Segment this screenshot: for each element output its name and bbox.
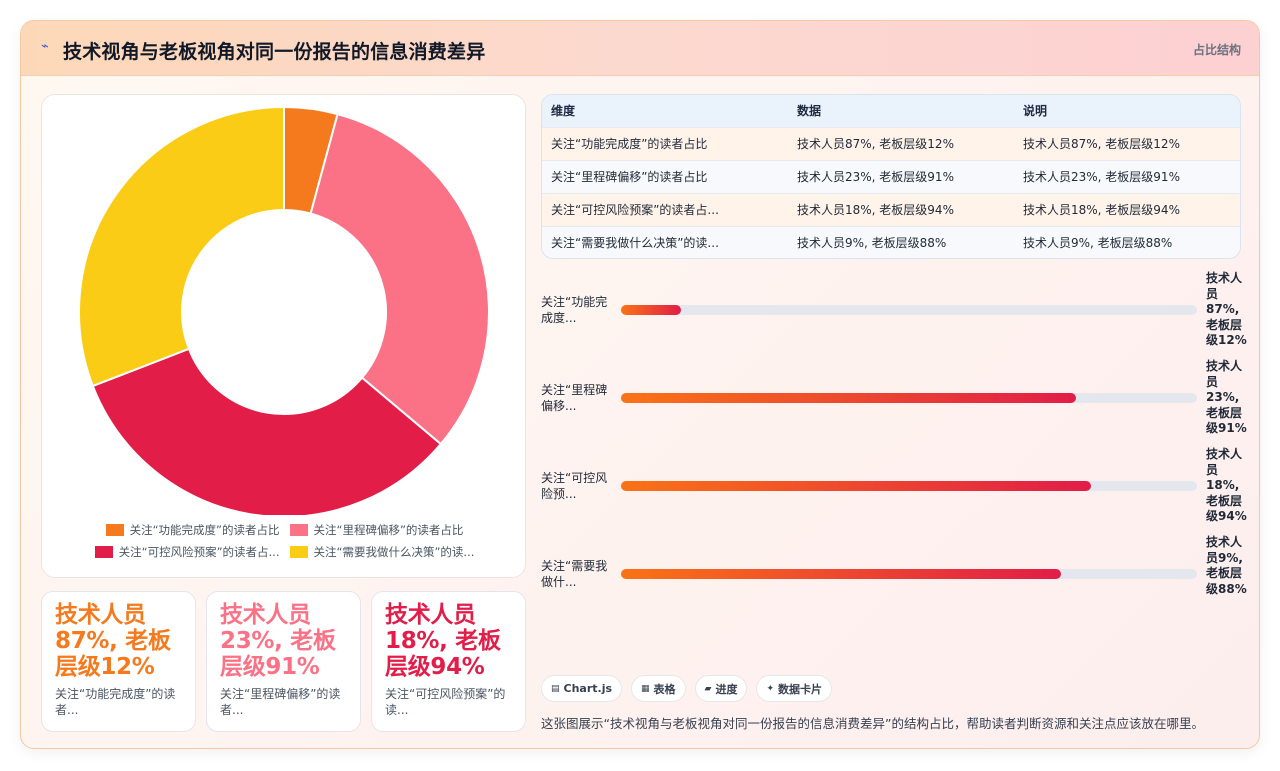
donut-slice[interactable] <box>91 347 443 515</box>
table-cell: 关注“功能完成度”的读者占比 <box>551 137 708 151</box>
progress-fill <box>621 305 681 315</box>
legend-swatch <box>289 546 308 558</box>
table-cell: 技术人员87%, 老板层级12% <box>1023 137 1180 151</box>
progress-label: 关注“功能完成度... <box>541 295 608 325</box>
progress-fill <box>621 569 1062 579</box>
stat-value: 技术人员23%, 老板层级91% <box>220 602 336 680</box>
chip-progress[interactable]: ▰ 进度 <box>694 675 748 702</box>
chip-data-cards[interactable]: ✦ 数据卡片 <box>756 675 833 702</box>
legend-item[interactable]: 关注“可控风险预案”的读者占... <box>94 544 280 560</box>
legend-swatch <box>289 524 308 536</box>
progress-fill <box>621 393 1077 403</box>
sparkle-icon: ✦ <box>766 683 775 694</box>
feature-chips: ▤ Chart.js ▦ 表格 ▰ 进度 ✦ 数据卡片 <box>541 675 833 702</box>
legend-swatch <box>105 524 124 536</box>
table-cell: 技术人员9%, 老板层级88% <box>1023 236 1173 251</box>
progress-row: 关注“功能完成度... 技术人员87%, 老板层级12% <box>541 271 1251 361</box>
chart-legend: 关注“功能完成度”的读者占比 关注“里程碑偏移”的读者占比 关注“可控风险预案”… <box>42 519 527 563</box>
progress-fill <box>621 481 1092 491</box>
progress-value: 技术人员9%, 老板层级88% <box>1206 535 1247 596</box>
page-title: 技术视角与老板视角对同一份报告的信息消费差异 <box>63 41 486 63</box>
column-header: 数据 <box>797 104 822 119</box>
table-cell: 关注“需要我做什么决策”的读... <box>551 236 719 251</box>
progress-label: 关注“里程碑偏移... <box>541 383 608 413</box>
chart-type-tag: 占比结构 <box>1192 43 1241 57</box>
legend-label: 关注“里程碑偏移”的读者占比 <box>313 523 464 537</box>
table-row: 关注“功能完成度”的读者占比 技术人员87%, 老板层级12% 技术人员87%,… <box>542 127 1240 160</box>
table-cell: 关注“里程碑偏移”的读者占比 <box>551 170 708 184</box>
donut-chart <box>78 105 490 515</box>
stat-value: 技术人员87%, 老板层级12% <box>55 602 171 680</box>
legend-swatch <box>94 546 113 558</box>
table-row: 关注“可控风险预案”的读者占... 技术人员18%, 老板层级94% 技术人员1… <box>542 193 1240 226</box>
progress-value: 技术人员18%, 老板层级94% <box>1206 447 1247 523</box>
table-row: 关注“需要我做什么决策”的读... 技术人员9%, 老板层级88% 技术人员9%… <box>542 226 1240 258</box>
table-icon: ▦ <box>641 683 650 694</box>
stat-caption: 关注“里程碑偏移”的读者... <box>220 687 341 717</box>
data-table: 维度 数据 说明 关注“功能完成度”的读者占比 技术人员87%, 老板层级12%… <box>541 94 1241 259</box>
report-card: ⌁ 技术视角与老板视角对同一份报告的信息消费差异 占比结构 关注“功能完成度”的… <box>20 20 1260 749</box>
stat-card: 技术人员87%, 老板层级12% 关注“功能完成度”的读者... <box>41 591 196 732</box>
table-header-row: 维度 数据 说明 <box>542 95 1240 127</box>
legend-item[interactable]: 关注“功能完成度”的读者占比 <box>105 522 280 538</box>
progress-value: 技术人员23%, 老板层级91% <box>1206 359 1247 435</box>
chip-chartjs[interactable]: ▤ Chart.js <box>541 675 623 702</box>
stat-card: 技术人员18%, 老板层级94% 关注“可控风险预案”的读... <box>371 591 526 732</box>
stat-cards: 技术人员87%, 老板层级12% 关注“功能完成度”的读者... 技术人员23%… <box>41 591 526 732</box>
progress-row: 关注“需要我做什... 技术人员9%, 老板层级88% <box>541 535 1251 625</box>
stat-card: 技术人员23%, 老板层级91% 关注“里程碑偏移”的读者... <box>206 591 361 732</box>
table-cell: 技术人员18%, 老板层级94% <box>797 203 954 217</box>
donut-chart-panel: 关注“功能完成度”的读者占比 关注“里程碑偏移”的读者占比 关注“可控风险预案”… <box>41 94 526 578</box>
table-cell: 技术人员9%, 老板层级88% <box>797 236 947 251</box>
chart-icon: ▤ <box>551 683 560 694</box>
donut-slice[interactable] <box>309 112 490 446</box>
legend-label: 关注“需要我做什么决策”的读... <box>313 545 475 559</box>
table-row: 关注“里程碑偏移”的读者占比 技术人员23%, 老板层级91% 技术人员23%,… <box>542 160 1240 193</box>
progress-row: 关注“里程碑偏移... 技术人员23%, 老板层级91% <box>541 359 1251 449</box>
chart-caption: 这张图展示“技术视角与老板视角对同一份报告的信息消费差异”的结构占比，帮助读者判… <box>541 716 1204 731</box>
progress-value: 技术人员87%, 老板层级12% <box>1206 271 1247 347</box>
progress-icon: ▰ <box>704 683 712 694</box>
progress-list: 关注“功能完成度... 技术人员87%, 老板层级12% 关注“里程碑偏移...… <box>541 271 1251 633</box>
donut-slice[interactable] <box>78 105 285 388</box>
column-header: 维度 <box>551 104 576 119</box>
progress-track <box>621 569 1197 579</box>
stat-caption: 关注“功能完成度”的读者... <box>55 687 176 717</box>
legend-label: 关注“功能完成度”的读者占比 <box>129 523 280 537</box>
chart-logo-icon: ⌁ <box>41 39 49 54</box>
progress-track <box>621 393 1197 403</box>
column-header: 说明 <box>1023 104 1048 119</box>
progress-track <box>621 305 1197 315</box>
chip-label: 数据卡片 <box>778 682 823 696</box>
legend-label: 关注“可控风险预案”的读者占... <box>118 545 280 559</box>
chip-table[interactable]: ▦ 表格 <box>631 675 686 702</box>
table-cell: 技术人员23%, 老板层级91% <box>1023 170 1180 184</box>
chip-label: Chart.js <box>563 682 613 695</box>
legend-item[interactable]: 关注“里程碑偏移”的读者占比 <box>289 522 464 538</box>
table-cell: 技术人员87%, 老板层级12% <box>797 137 954 151</box>
progress-label: 关注“需要我做什... <box>541 559 608 589</box>
table-cell: 技术人员18%, 老板层级94% <box>1023 203 1180 217</box>
stat-value: 技术人员18%, 老板层级94% <box>385 602 501 680</box>
chip-label: 进度 <box>715 682 738 696</box>
card-header: ⌁ 技术视角与老板视角对同一份报告的信息消费差异 占比结构 <box>21 21 1259 76</box>
chip-label: 表格 <box>653 682 676 696</box>
progress-row: 关注“可控风险预... 技术人员18%, 老板层级94% <box>541 447 1251 537</box>
stat-caption: 关注“可控风险预案”的读... <box>385 687 506 717</box>
table-cell: 技术人员23%, 老板层级91% <box>797 170 954 184</box>
table-cell: 关注“可控风险预案”的读者占... <box>551 203 719 217</box>
progress-track <box>621 481 1197 491</box>
legend-item[interactable]: 关注“需要我做什么决策”的读... <box>289 544 475 560</box>
progress-label: 关注“可控风险预... <box>541 471 608 501</box>
